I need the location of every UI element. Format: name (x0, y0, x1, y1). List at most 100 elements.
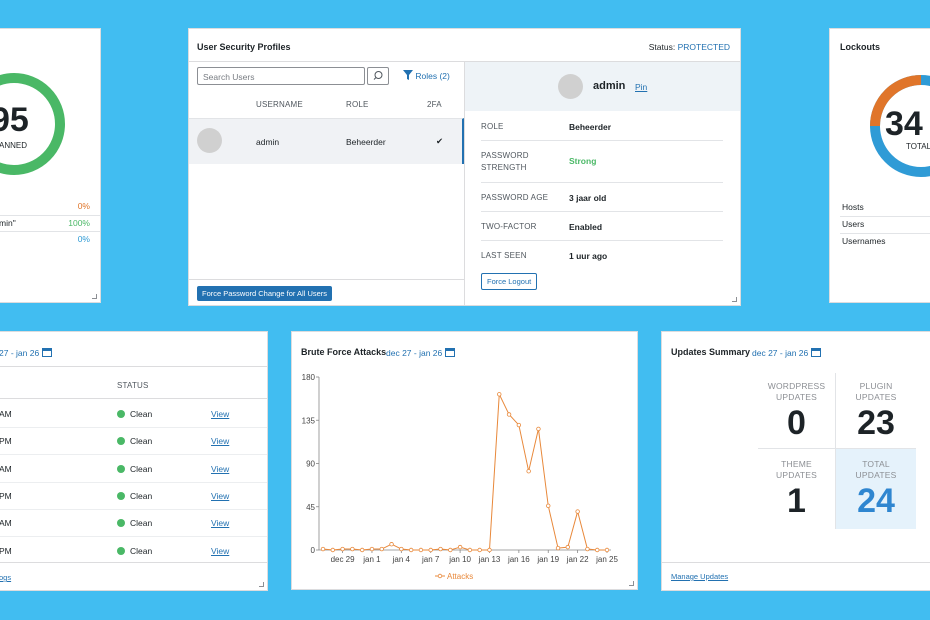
calendar-icon (41, 348, 52, 357)
view-link[interactable]: View (211, 436, 230, 447)
data-point (467, 547, 473, 553)
data-point (477, 547, 482, 553)
avatar (197, 128, 222, 153)
log-time: PM (0, 545, 12, 556)
bulk-button[interactable]: Force Password Change for All Users (197, 286, 333, 301)
data-point (418, 547, 424, 553)
status-value: PROTECTED (677, 42, 730, 52)
series-line (322, 392, 607, 551)
search-placeholder: Search Users (203, 72, 255, 82)
x-tick-label: dec 29 (331, 555, 356, 564)
data-point (526, 468, 531, 474)
resize-handle (629, 581, 634, 586)
date-range-text: dec 27 - jan 26 (752, 348, 809, 358)
data-point (428, 547, 433, 553)
data-point (536, 426, 541, 432)
log-time: AM (0, 518, 12, 529)
data-point (340, 546, 345, 552)
column-header: ROLE (346, 100, 369, 109)
search-input[interactable]: Search Users (197, 67, 365, 85)
field-value: Enabled (569, 222, 603, 232)
update-cell: PLUGIN UPDATES 23 (836, 373, 916, 449)
scan-percent: 0% (77, 234, 90, 244)
scan-label: ANNED (0, 141, 28, 150)
data-point (379, 546, 384, 552)
status-text: Clean (130, 463, 153, 474)
date-range[interactable]: dec 27 - jan 26 (386, 347, 455, 358)
log-status: Clean (117, 409, 152, 419)
lockout-row: Hosts (842, 202, 864, 212)
update-label: PLUGIN UPDATES (855, 381, 897, 402)
update-label: TOTAL UPDATES (855, 459, 897, 480)
x-tick-label: jan 1 (362, 555, 381, 564)
data-point (389, 542, 394, 547)
data-point (595, 547, 600, 553)
date-range-text: dec 27 - jan 26 (386, 348, 443, 358)
y-tick-label: 45 (306, 503, 315, 512)
status-text: Clean (130, 518, 153, 529)
search-button[interactable] (367, 67, 389, 85)
data-point (448, 547, 453, 553)
update-label: WORDPRESS UPDATES (767, 381, 826, 402)
status-dot (117, 464, 125, 473)
x-tick-label: jan 13 (478, 555, 501, 564)
status: Status: PROTECTED (649, 42, 730, 52)
log-row: AM Clean View (0, 455, 267, 483)
force-logout-button[interactable]: Force Logout (481, 273, 538, 290)
resize-handle (92, 294, 97, 299)
date-range[interactable]: 27 - jan 26 (0, 347, 52, 358)
data-point (369, 546, 375, 552)
data-point (359, 547, 365, 553)
detail-name: admin (593, 80, 626, 92)
date-range[interactable]: dec 27 - jan 26 (752, 347, 821, 358)
legend-label: Attacks (447, 572, 473, 581)
scan-card: 95 ANNED 0% min" 100% 0% (0, 28, 101, 303)
status-text: Clean (130, 436, 153, 447)
log-time: AM (0, 463, 12, 474)
user-profiles-card: User Security Profiles Status: PROTECTED… (188, 28, 741, 306)
calendar-icon (810, 348, 821, 357)
log-time: AM (0, 409, 12, 419)
log-status: Clean (117, 464, 152, 474)
field-label: PASSWORD AGE (481, 193, 549, 202)
data-point (330, 547, 335, 553)
footer-link[interactable]: Manage Updates (671, 572, 729, 581)
view-link[interactable]: View (211, 409, 230, 419)
user-row[interactable]: admin Beheerder ✔ (189, 118, 464, 164)
data-point (399, 546, 404, 552)
field-label: LAST SEEN (481, 251, 527, 260)
roles-filter[interactable]: Roles (2) (403, 70, 450, 81)
data-point (565, 544, 571, 550)
field-value: 1 uur ago (569, 251, 608, 261)
log-time: PM (0, 490, 12, 501)
line-chart: 0 45 90 135 180 dec 29 jan 1 jan 4 jan 7 jan 10 ja… (302, 373, 619, 581)
update-value: 23 (857, 404, 895, 442)
username: admin (256, 137, 280, 147)
data-point (320, 546, 326, 552)
status-dot (117, 410, 125, 418)
log-row: AM Clean View (0, 509, 267, 538)
view-link[interactable]: View (211, 518, 230, 529)
log-row: AM Clean View (0, 400, 267, 428)
x-tick-label: jan 16 (507, 555, 530, 564)
log-time: PM (0, 436, 12, 447)
data-point (487, 547, 492, 553)
view-link[interactable]: View (211, 545, 230, 556)
scan-value: 95 (0, 101, 29, 139)
log-status: Clean (117, 491, 152, 501)
field-label: PASSWORD STRENGTH (481, 151, 529, 172)
detail-header: admin Pin (465, 62, 740, 111)
data-point (438, 546, 443, 552)
pin-link[interactable]: Pin (635, 82, 648, 92)
data-point (604, 547, 610, 553)
view-link[interactable]: View (211, 490, 230, 501)
view-link[interactable]: View (211, 463, 230, 474)
legend-marker (437, 573, 443, 579)
y-tick-label: 90 (306, 460, 315, 469)
x-tick-label: jan 4 (392, 555, 411, 564)
y-tick-label: 180 (302, 373, 316, 382)
x-tick-label: jan 22 (566, 555, 589, 564)
footer-link[interactable]: ogs (0, 573, 12, 582)
update-label: THEME UPDATES (776, 459, 817, 480)
